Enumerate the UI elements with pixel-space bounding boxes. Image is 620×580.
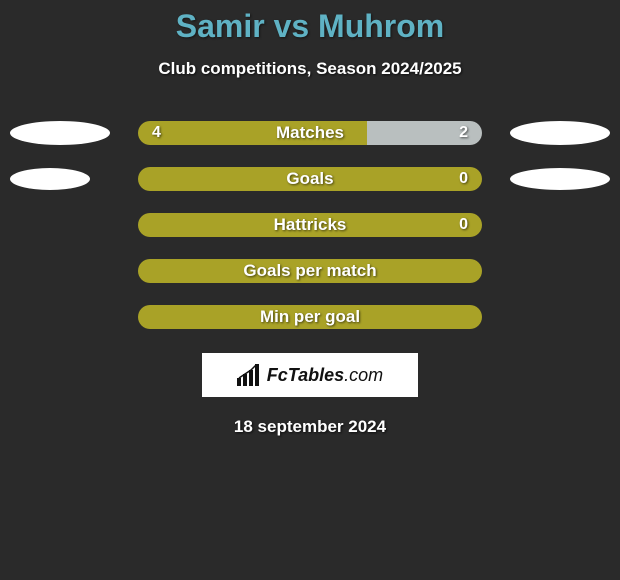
left-ellipse [10,168,90,190]
right-value: 0 [459,213,468,237]
page-title: Samir vs Muhrom [0,8,620,45]
logo-domain: .com [344,365,383,385]
date-text: 18 september 2024 [0,417,620,437]
right-ellipse [510,168,610,190]
stat-label: Min per goal [138,305,482,329]
logo-text: FcTables.com [267,365,383,386]
bar-track: Min per goal [138,305,482,329]
stat-label: Hattricks [138,213,482,237]
left-value: 4 [152,121,161,145]
bars-icon [237,364,263,386]
stat-row: Hattricks0 [0,213,620,237]
logo-box: FcTables.com [202,353,418,397]
stat-row: Min per goal [0,305,620,329]
subtitle: Club competitions, Season 2024/2025 [0,59,620,79]
comparison-card: Samir vs Muhrom Club competitions, Seaso… [0,0,620,437]
bar-track: Goals0 [138,167,482,191]
bar-track: Hattricks0 [138,213,482,237]
stat-row: Matches4 2 [0,121,620,145]
right-value: 0 [459,167,468,191]
stat-label: Matches [138,121,482,145]
stat-label: Goals [138,167,482,191]
logo: FcTables.com [237,364,383,386]
stat-row: Goals0 [0,167,620,191]
stat-rows: Matches42Goals0Hattricks0Goals per match… [0,121,620,329]
stat-label: Goals per match [138,259,482,283]
right-value: 2 [459,121,468,145]
bar-track: Goals per match [138,259,482,283]
stat-row: Goals per match [0,259,620,283]
bar-track: Matches4 2 [138,121,482,145]
logo-brand: FcTables [267,365,344,385]
right-ellipse [510,121,610,145]
left-ellipse [10,121,110,145]
